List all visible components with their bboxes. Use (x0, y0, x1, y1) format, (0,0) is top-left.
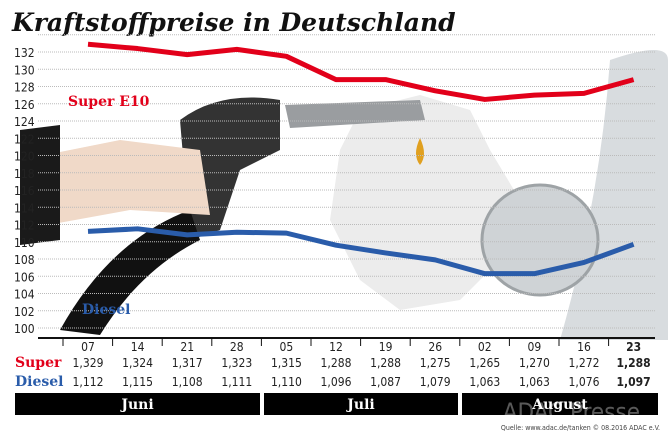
y-tick-label: 114 (14, 201, 35, 215)
month-label: Juli (345, 397, 374, 413)
x-tick-label: 14 (131, 340, 145, 354)
month-label: Juni (119, 397, 153, 413)
x-tick-label: 02 (478, 340, 492, 354)
table-cell-super: 1,265 (469, 356, 500, 370)
source-note: Quelle: www.adac.de/tanken © 08.2016 ADA… (501, 424, 660, 432)
price-table: 1,329 1,112 1,324 1,115 1,317 1,108 1,323 1,111… (73, 356, 651, 389)
table-cell-diesel: 1,063 (469, 375, 500, 389)
x-tick-label: 21 (180, 340, 194, 354)
chart-title: Kraftstoffpreise in Deutschland (11, 8, 456, 37)
y-tick-label: 110 (14, 236, 35, 250)
table-cell-super: 1,317 (172, 356, 203, 370)
table-cell-diesel: 1,079 (420, 375, 451, 389)
table-cell-super: 1,329 (73, 356, 104, 370)
x-axis-ticks: 07 14 21 28 05 12 19 26 02 09 16 23 (63, 338, 641, 354)
table-cell-super: 1,288 (321, 356, 352, 370)
legend-diesel: Diesel (82, 302, 130, 318)
y-tick-label: 116 (14, 184, 35, 198)
y-tick-label: 130 (14, 63, 35, 77)
table-cell-super: 1,288 (617, 356, 651, 370)
y-tick-label: 122 (14, 132, 35, 146)
x-tick-label: 05 (280, 340, 294, 354)
y-tick-label: 132 (14, 46, 35, 60)
x-tick-label: 07 (81, 340, 95, 354)
row-label-super: Super (15, 355, 62, 371)
y-tick-label: 106 (14, 270, 35, 284)
row-label-diesel: Diesel (15, 374, 63, 390)
table-cell-super: 1,275 (420, 356, 451, 370)
table-cell-diesel: 1,076 (569, 375, 600, 389)
y-tick-label: 128 (14, 81, 35, 95)
table-cell-diesel: 1,112 (73, 375, 104, 389)
x-tick-label: 16 (577, 340, 591, 354)
y-tick-label: 104 (14, 288, 35, 302)
fuel-cap-icon (482, 185, 598, 295)
y-tick-label: 120 (14, 150, 35, 164)
table-cell-diesel: 1,110 (271, 375, 302, 389)
watermark: ADAC Presse (503, 398, 640, 426)
table-cell-diesel: 1,115 (122, 375, 153, 389)
table-cell-diesel: 1,063 (519, 375, 550, 389)
y-tick-label: 126 (14, 98, 35, 112)
table-cell-super: 1,315 (271, 356, 302, 370)
x-tick-label: 28 (230, 340, 244, 354)
y-tick-label: 100 (14, 322, 35, 336)
table-cell-super: 1,288 (370, 356, 401, 370)
table-cell-diesel: 1,111 (221, 375, 252, 389)
table-cell-diesel: 1,087 (370, 375, 401, 389)
x-tick-label: 23 (626, 340, 641, 354)
table-cell-diesel: 1,097 (617, 375, 651, 389)
x-tick-label: 26 (428, 340, 442, 354)
y-tick-label: 108 (14, 253, 35, 267)
x-tick-label: 12 (329, 340, 343, 354)
table-cell-super: 1,324 (122, 356, 153, 370)
x-tick-label: 19 (379, 340, 393, 354)
y-tick-label: 102 (14, 305, 35, 319)
y-tick-label: 112 (14, 219, 35, 233)
y-axis: 100 102 104 106 108 110 112 114 116 118 120 122 124 1… (14, 46, 35, 336)
series-line-super (88, 44, 634, 99)
x-tick-label: 09 (528, 340, 542, 354)
table-cell-super: 1,272 (569, 356, 600, 370)
table-cell-diesel: 1,096 (321, 375, 352, 389)
table-cell-super: 1,270 (519, 356, 550, 370)
table-cell-diesel: 1,108 (172, 375, 203, 389)
legend-super-e10: Super E10 (68, 94, 150, 110)
table-cell-super: 1,323 (221, 356, 252, 370)
y-tick-label: 124 (14, 115, 35, 129)
y-tick-label: 118 (14, 167, 35, 181)
